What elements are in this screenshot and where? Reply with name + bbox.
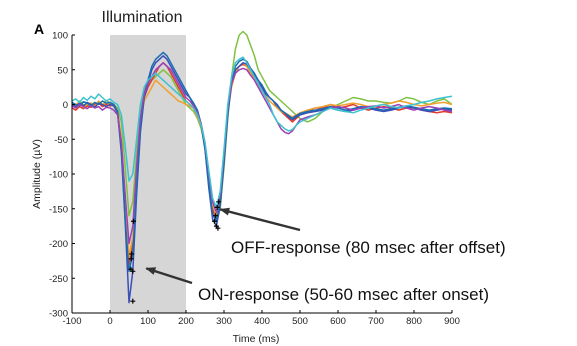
peak-marker-2 — [128, 256, 134, 262]
y-tick-label: 100 — [52, 31, 68, 42]
y-tick-label: -100 — [49, 170, 68, 181]
y-tick-label: -250 — [49, 274, 68, 285]
peak-marker-7 — [212, 218, 217, 224]
x-tick-label: 400 — [254, 316, 270, 327]
x-tick-label: 0 — [107, 316, 112, 327]
y-tick-label: -150 — [49, 204, 68, 215]
y-tick-label: -200 — [49, 239, 68, 250]
peak-marker-10 — [214, 204, 220, 210]
on-response-label: ON-response (50-60 msec after onset) — [198, 285, 489, 304]
peak-marker-6 — [131, 218, 137, 224]
y-tick-label: -300 — [49, 309, 68, 320]
x-tick-label: 900 — [444, 316, 460, 327]
y-tick-label: 0 — [63, 100, 68, 111]
off-response-arrow — [219, 207, 301, 232]
illumination-label: Illumination — [102, 9, 183, 26]
y-tick-label: -50 — [54, 135, 68, 146]
peak-marker-4 — [130, 298, 136, 304]
on-response-arrow — [145, 267, 193, 285]
x-tick-label: -100 — [62, 316, 81, 327]
x-tick-label: 800 — [406, 316, 422, 327]
peak-marker-8 — [213, 213, 219, 219]
y-tick-label: 50 — [57, 65, 68, 76]
x-tick-label: 500 — [292, 316, 308, 327]
off-response-label: OFF-response (80 msec after offset) — [231, 238, 506, 257]
panel-letter: A — [34, 21, 44, 37]
x-tick-label: 700 — [368, 316, 384, 327]
x-tick-label: 200 — [178, 316, 194, 327]
peak-marker-11 — [215, 225, 221, 231]
series-line-7 — [71, 56, 453, 209]
x-tick-label: 600 — [330, 316, 346, 327]
y-axis-title: Amplitude (µV) — [31, 139, 43, 209]
peak-marker-12 — [216, 199, 222, 205]
x-tick-label: 300 — [216, 316, 232, 327]
peak-marker-3 — [129, 251, 135, 257]
x-tick-label: 100 — [140, 316, 156, 327]
peak-marker-5 — [130, 268, 136, 274]
x-axis-title: Time (ms) — [233, 333, 280, 345]
